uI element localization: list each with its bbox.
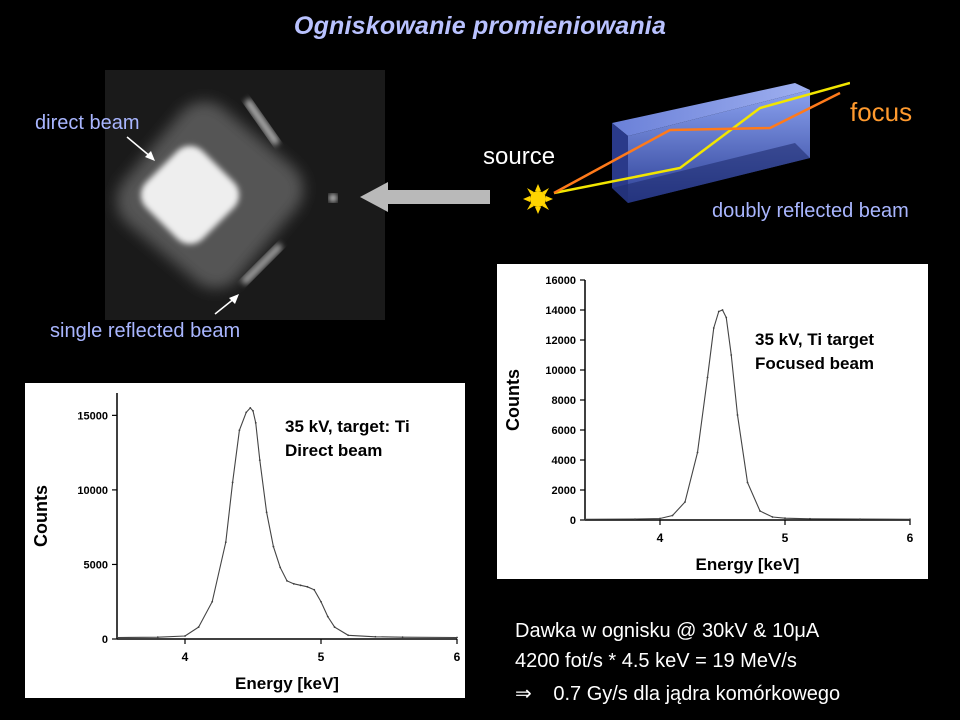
dose-line-3: ⇒ 0.7 Gy/s dla jądra komórkowego <box>515 681 840 706</box>
arrow-icon <box>126 136 155 161</box>
ray-orange <box>553 91 841 195</box>
direct-beam-spot <box>140 145 240 245</box>
chart-annotation: Focused beam <box>755 354 874 373</box>
arrow-icon <box>214 294 239 315</box>
focus-label: focus <box>850 97 913 127</box>
y-axis-label: Counts <box>31 485 51 547</box>
implies-arrow: ⇒ <box>515 683 532 705</box>
x-tick-label: 4 <box>657 531 664 545</box>
y-tick-label: 15000 <box>77 410 108 422</box>
y-tick-label: 16000 <box>545 275 576 287</box>
x-tick-label: 6 <box>907 531 914 545</box>
y-tick-label: 0 <box>570 515 576 527</box>
series-line <box>116 407 458 639</box>
chart-annotation: 35 kV, target: Ti <box>285 417 410 436</box>
y-axis-label: Counts <box>503 369 523 431</box>
x-axis-label: Energy [keV] <box>235 674 339 693</box>
y-tick-label: 12000 <box>545 335 576 347</box>
y-tick-label: 10000 <box>545 365 576 377</box>
reflected-streak <box>244 99 280 145</box>
y-tick-label: 10000 <box>77 485 108 497</box>
focus-spot <box>329 194 337 202</box>
dose-line-1: Dawka w ognisku @ 30kV & 10μA <box>515 620 820 642</box>
dose-line-2: 4200 fot/s * 4.5 keV = 19 MeV/s <box>515 650 797 672</box>
x-axis-label: Energy [keV] <box>696 555 800 574</box>
single-reflected-beam-label: single reflected beam <box>50 320 241 342</box>
sun-icon <box>523 184 553 214</box>
y-tick-label: 0 <box>102 634 108 646</box>
y-tick-label: 2000 <box>552 485 576 497</box>
source-label: source <box>483 143 556 170</box>
y-tick-label: 6000 <box>552 425 576 437</box>
y-tick-label: 8000 <box>552 395 576 407</box>
y-tick-label: 5000 <box>84 559 108 571</box>
optic-diagram <box>553 81 850 203</box>
x-tick-label: 5 <box>782 531 789 545</box>
direct-beam-label: direct beam <box>35 112 140 134</box>
chart-annotation: Direct beam <box>285 441 382 460</box>
chart-direct-beam: 0 5000 10000 15000 4 5 6 Energy [keV] Counts 35 k… <box>25 383 465 698</box>
big-arrow-icon <box>360 182 490 212</box>
reflected-streak <box>241 243 283 285</box>
x-tick-label: 4 <box>182 650 189 664</box>
chart-focused-beam: 0 2000 4000 6000 8000 10000 12000 14000 16000 4 5 6… <box>497 264 928 579</box>
doubly-reflected-beam-label: doubly reflected beam <box>712 200 909 222</box>
series-line <box>584 309 911 520</box>
beam-image <box>105 70 385 320</box>
x-tick-label: 5 <box>318 650 325 664</box>
x-tick-label: 6 <box>454 650 461 664</box>
page-title: Ogniskowanie promieniowania <box>293 12 667 40</box>
dose-result: 0.7 Gy/s dla jądra komórkowego <box>553 683 841 705</box>
y-tick-label: 14000 <box>545 305 576 317</box>
chart-annotation: 35 kV, Ti target <box>755 330 874 349</box>
y-tick-label: 4000 <box>552 455 576 467</box>
ray-yellow <box>553 81 850 195</box>
